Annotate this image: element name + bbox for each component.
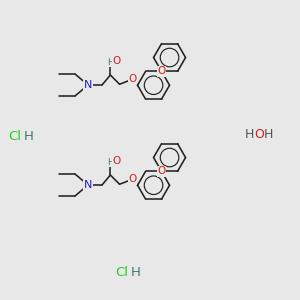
Text: H: H bbox=[107, 58, 114, 67]
Text: O: O bbox=[112, 156, 121, 166]
Text: O: O bbox=[128, 74, 137, 84]
Text: H: H bbox=[245, 128, 254, 142]
Text: H: H bbox=[131, 266, 141, 278]
Text: H: H bbox=[264, 128, 273, 142]
Text: N: N bbox=[84, 80, 92, 90]
Text: H: H bbox=[24, 130, 34, 143]
Text: O: O bbox=[112, 56, 121, 66]
Text: H: H bbox=[107, 158, 114, 166]
Text: O: O bbox=[128, 174, 137, 184]
Text: O: O bbox=[158, 66, 166, 76]
Text: N: N bbox=[84, 180, 92, 190]
Text: Cl: Cl bbox=[115, 266, 128, 278]
Text: Cl: Cl bbox=[8, 130, 21, 143]
Text: O: O bbox=[254, 128, 264, 142]
Text: O: O bbox=[158, 167, 166, 176]
